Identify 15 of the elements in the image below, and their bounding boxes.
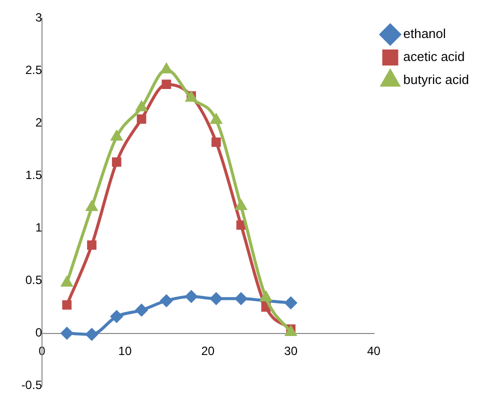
x-tick-label: 10 [118, 344, 132, 358]
y-tick-label: 3 [35, 10, 42, 25]
legend-label: butyric acid [403, 72, 469, 88]
y-tick-label: 1.5 [25, 168, 42, 182]
x-tick-label: 40 [367, 344, 381, 358]
x-tick-label: 20 [201, 344, 215, 358]
y-tick-label: 2.5 [25, 63, 42, 78]
y-tick-label: 1 [35, 220, 42, 235]
x-tick-label: 30 [284, 344, 298, 358]
legend-label: acetic acid [403, 49, 465, 64]
y-tick-label: 0.5 [25, 273, 42, 288]
y-tick-label: 2 [35, 116, 42, 130]
legend-label: ethanol [403, 26, 446, 42]
y-tick-label: 0 [35, 326, 42, 340]
y-tick-label: -0.5 [21, 378, 42, 392]
